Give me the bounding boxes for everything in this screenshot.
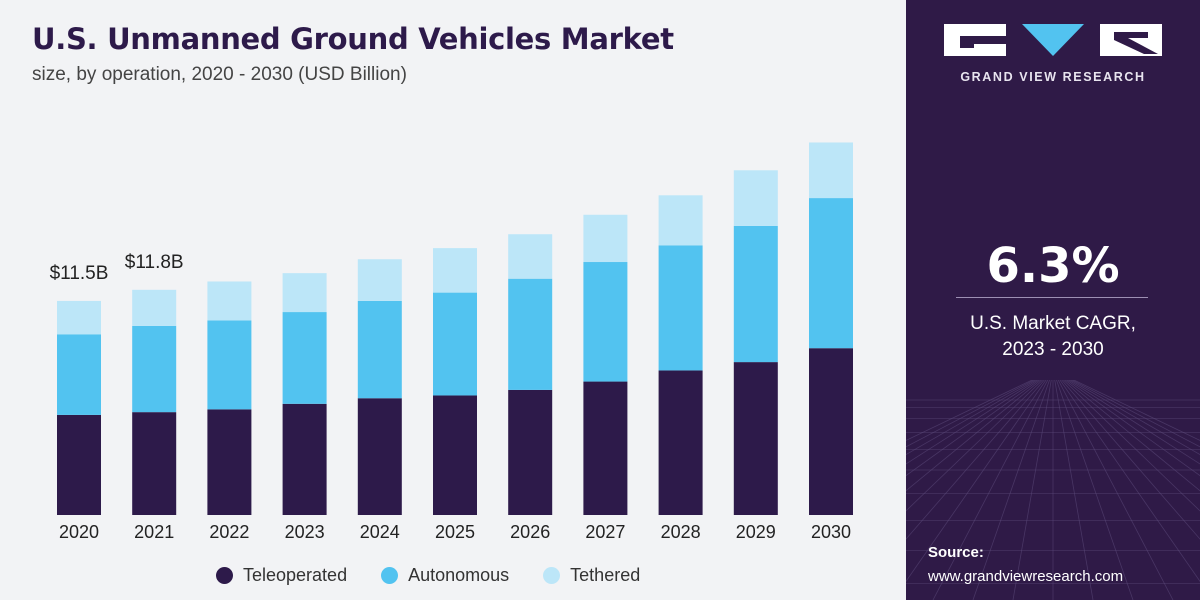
legend-item-autonomous: Autonomous: [381, 565, 509, 586]
bar-tethered-2028: [658, 195, 703, 246]
x-tick-label: 2027: [585, 522, 625, 542]
bar-autonomous-2029: [733, 225, 778, 363]
x-tick-label: 2023: [285, 522, 325, 542]
x-tick-label: 2030: [811, 522, 851, 542]
bar-tethered-2025: [433, 248, 477, 293]
legend-label: Tethered: [570, 565, 641, 585]
bar-tethered-2024: [357, 259, 402, 301]
bar-autonomous-2020: [57, 334, 101, 415]
brand-name: GRAND VIEW RESEARCH: [960, 70, 1146, 84]
bar-teleoperated-2030: [809, 348, 853, 515]
bar-teleoperated-2028: [658, 370, 703, 515]
bar-tethered-2023: [282, 273, 327, 313]
x-tick-label: 2026: [510, 522, 550, 542]
legend-swatch: [543, 567, 561, 584]
bar-tethered-2030: [809, 142, 853, 199]
data-label: $11.5B: [50, 263, 109, 284]
chart-subtitle: size, by operation, 2020 - 2030 (USD Bil…: [32, 64, 407, 85]
legend-label: Autonomous: [408, 565, 510, 585]
bar-tethered-2021: [132, 289, 177, 326]
bar-tethered-2027: [583, 214, 628, 263]
bar-autonomous-2021: [132, 325, 177, 413]
cagr-label: U.S. Market CAGR, 2023 - 2030: [906, 311, 1200, 363]
bar-teleoperated-2023: [282, 403, 327, 515]
bar-tethered-2022: [207, 281, 252, 321]
stacked-bar-chart: 2020 2021 2022 2023 2024 2025 2026 2027 2028 2029…: [50, 142, 853, 542]
chart-legend: Teleoperated Autonomous Tethered: [216, 565, 640, 586]
bar-teleoperated-2024: [357, 398, 402, 515]
chart-panel: U.S. Unmanned Ground Vehicles Market siz…: [32, 22, 853, 586]
source-link[interactable]: www.grandviewresearch.com: [928, 568, 1124, 585]
x-tick-label: 2024: [360, 522, 400, 542]
bar-autonomous-2030: [809, 198, 853, 349]
cagr-label-line1: U.S. Market CAGR,: [970, 313, 1136, 334]
x-tick-label: 2022: [209, 522, 249, 542]
x-tick-label: 2028: [661, 522, 701, 542]
source-label: Source:: [928, 544, 984, 561]
bar-autonomous-2028: [658, 245, 703, 371]
bar-autonomous-2022: [207, 320, 252, 410]
gvr-logo-icon: [944, 24, 1162, 56]
bar-autonomous-2024: [357, 300, 402, 399]
x-tick-label: 2029: [736, 522, 776, 542]
bar-teleoperated-2025: [433, 395, 477, 515]
x-tick-label: 2025: [435, 522, 475, 542]
legend-swatch: [381, 567, 399, 584]
bar-tethered-2029: [733, 170, 778, 226]
chart-title: U.S. Unmanned Ground Vehicles Market: [32, 22, 674, 56]
x-tick-label: 2021: [134, 522, 174, 542]
bar-teleoperated-2022: [207, 409, 252, 515]
bar-autonomous-2025: [433, 292, 477, 396]
bar-tethered-2020: [57, 300, 101, 335]
legend-item-tethered: Tethered: [543, 565, 640, 586]
cagr-divider: [956, 297, 1148, 298]
bar-tethered-2026: [508, 234, 553, 279]
bar-teleoperated-2027: [583, 381, 628, 515]
legend-swatch: [216, 567, 233, 584]
legend-label: Teleoperated: [243, 565, 348, 585]
bar-autonomous-2026: [508, 278, 553, 390]
bar-autonomous-2023: [282, 312, 327, 404]
sidebar-panel: GRAND VIEW RESEARCH 6.3% U.S. Market CAG…: [906, 0, 1200, 600]
grid-decoration: [906, 380, 1200, 600]
bar-teleoperated-2029: [733, 362, 778, 515]
legend-item-teleoperated: Teleoperated: [216, 565, 347, 586]
x-tick-label: 2020: [59, 522, 99, 542]
bar-autonomous-2027: [583, 262, 628, 382]
cagr-label-line2: 2023 - 2030: [1002, 339, 1104, 360]
bar-teleoperated-2026: [508, 389, 553, 515]
bar-teleoperated-2020: [57, 414, 101, 515]
data-label: $11.8B: [125, 252, 184, 273]
bar-teleoperated-2021: [132, 412, 177, 515]
cagr-value: 6.3%: [986, 238, 1120, 294]
